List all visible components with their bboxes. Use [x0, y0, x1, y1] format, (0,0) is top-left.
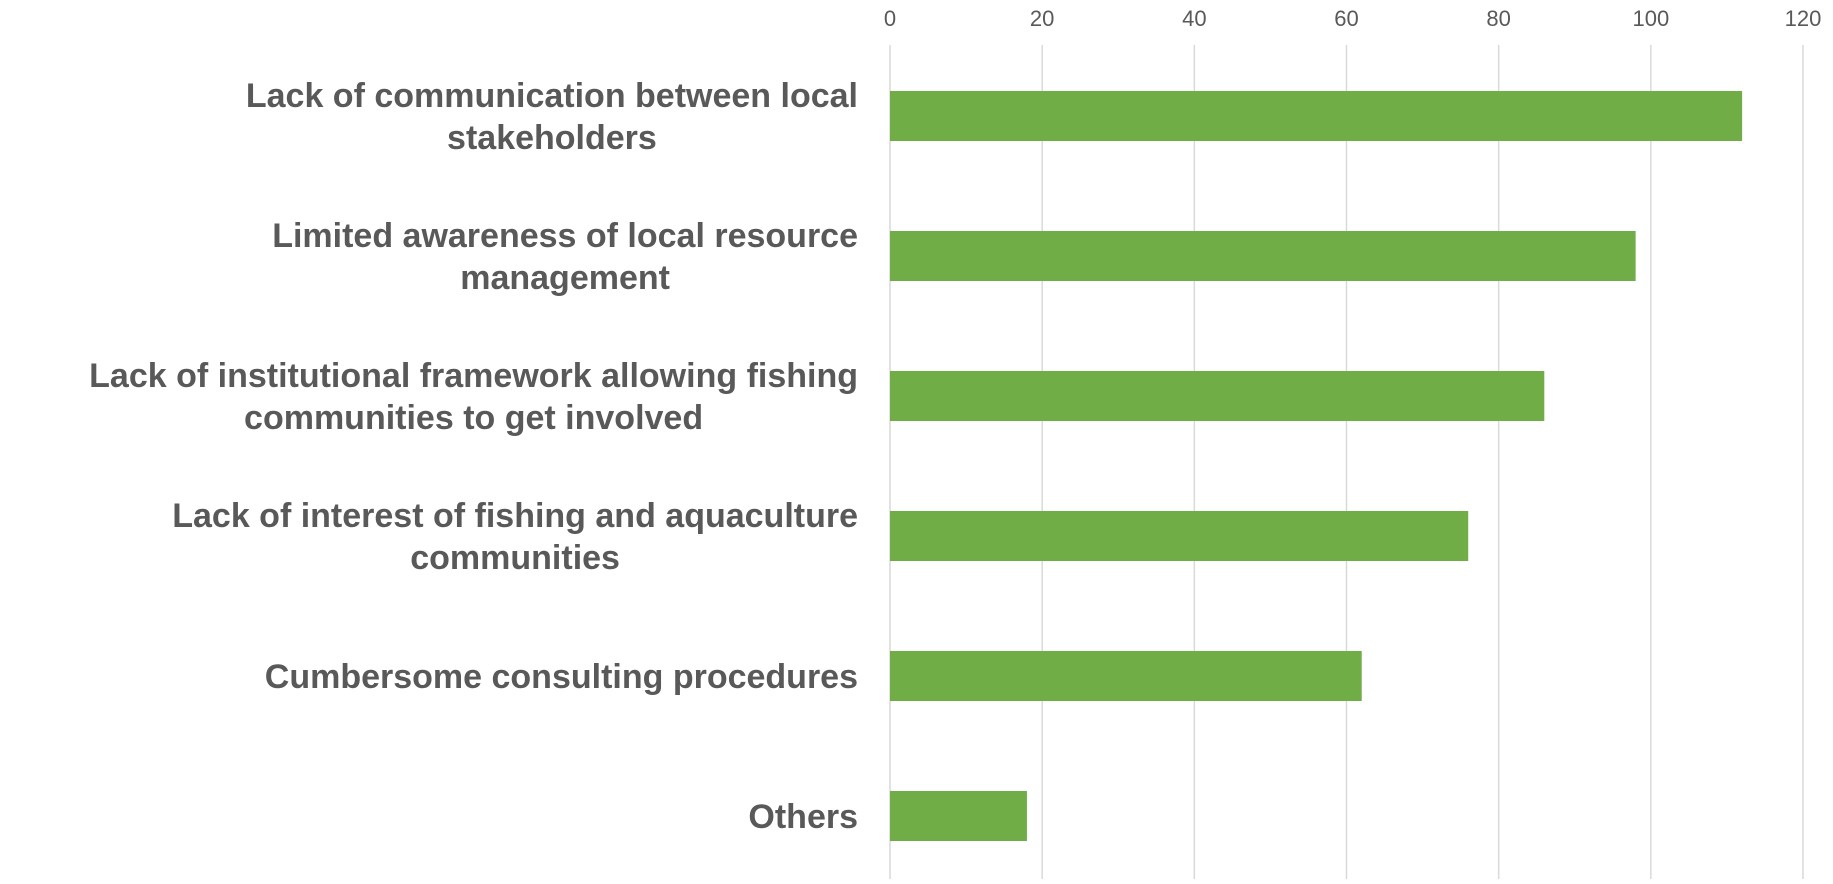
x-tick-label-40: 40 — [1182, 6, 1206, 31]
category-label-1-line-1: Lack of communication between local — [246, 77, 858, 115]
category-label-2-line-2: management — [460, 259, 670, 297]
x-tick-label-80: 80 — [1486, 6, 1510, 31]
bar-6 — [890, 791, 1027, 841]
category-label-3-line-1: Lack of institutional framework allowing… — [89, 357, 858, 395]
x-axis-ticks: 0 20 40 60 80 100 120 — [884, 6, 1821, 31]
bar-2 — [890, 231, 1636, 281]
category-label-6-line-1: Others — [748, 798, 858, 836]
bar-4 — [890, 511, 1469, 561]
category-label-4-line-2: communities — [410, 539, 620, 577]
category-label-2-line-1: Limited awareness of local resource — [272, 217, 858, 255]
category-label-4-line-1: Lack of interest of fishing and aquacult… — [172, 497, 858, 535]
x-tick-label-100: 100 — [1632, 6, 1669, 31]
x-tick-label-0: 0 — [884, 6, 896, 31]
category-label-5-line-1: Cumbersome consulting procedures — [265, 658, 858, 696]
x-tick-label-60: 60 — [1334, 6, 1358, 31]
bar-1 — [890, 91, 1743, 141]
bar-3 — [890, 371, 1545, 421]
category-labels: Lack of communication between local stake… — [89, 77, 858, 836]
grid-lines — [889, 45, 1804, 879]
x-tick-label-20: 20 — [1030, 6, 1054, 31]
x-tick-label-120: 120 — [1785, 6, 1822, 31]
category-label-1-line-2: stakeholders — [447, 119, 657, 157]
bars — [890, 91, 1743, 841]
bar-5 — [890, 651, 1362, 701]
category-label-3-line-2: communities to get involved — [244, 399, 703, 437]
